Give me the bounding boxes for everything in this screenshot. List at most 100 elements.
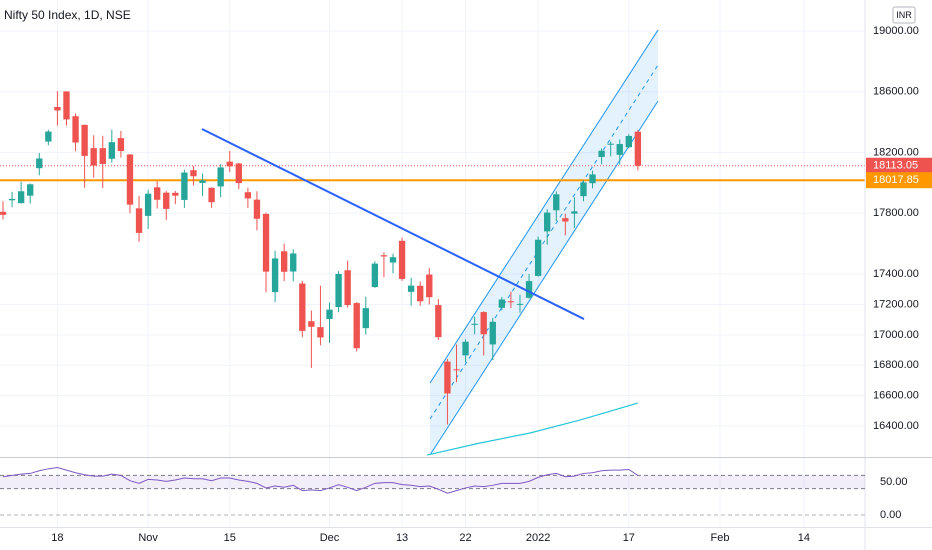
trendline (201, 128, 585, 320)
x-tick-label: Feb (710, 532, 729, 544)
candle-body (417, 285, 424, 302)
candle-body (553, 194, 560, 211)
x-tick-label: 18 (51, 532, 63, 544)
y-tick-label: 17000.00 (873, 329, 919, 341)
x-tick-label: 22 (459, 532, 471, 544)
candle-body (444, 361, 451, 394)
rsi-line (2, 466, 639, 494)
x-tick-label: 13 (396, 532, 408, 544)
candle-body (308, 321, 315, 327)
candle-body (534, 239, 542, 276)
candle-body (471, 323, 478, 325)
x-tick-label: Nov (138, 532, 158, 544)
candle-body (253, 199, 261, 219)
candle-body (99, 148, 106, 164)
candle-body (317, 327, 324, 338)
candle-body (598, 150, 605, 157)
channel-upper (429, 29, 659, 384)
candle-body (453, 369, 460, 371)
x-tick-label: Dec (320, 532, 340, 544)
x-tick-label: 15 (224, 532, 236, 544)
candle-body (435, 305, 442, 338)
candle-body (244, 192, 252, 199)
candle-body (616, 144, 623, 155)
candle-body (571, 211, 578, 214)
candle-body (181, 172, 188, 200)
candle-body (362, 308, 369, 329)
candle-body (235, 163, 242, 184)
x-tick-label: 14 (798, 532, 810, 544)
y-tick-label: 16400.00 (873, 420, 919, 432)
candle-body (262, 213, 270, 272)
y-tick-label: 18600.00 (873, 86, 919, 98)
candle-body (199, 180, 206, 183)
y-tick-label: 19000.00 (873, 25, 919, 37)
price-label-box (866, 157, 932, 174)
candle-body (27, 184, 34, 196)
candle-body (290, 253, 297, 272)
candle-body (344, 270, 351, 306)
candle-body (81, 124, 88, 156)
price-label: 18017.85 (873, 174, 919, 186)
currency-box[interactable] (892, 6, 916, 24)
candle-body (498, 299, 506, 308)
y-tick-label: 18200.00 (873, 146, 919, 158)
candle-body (544, 212, 551, 232)
candle-body (525, 281, 533, 298)
y-tick-label: 17200.00 (873, 298, 919, 310)
candle-body (163, 192, 170, 209)
candle-body (407, 285, 415, 292)
candle-body (226, 161, 233, 167)
candle-body (108, 142, 116, 159)
candle-body (335, 273, 342, 308)
candle-body (126, 154, 134, 205)
y-tick-label: 16600.00 (873, 390, 919, 402)
candle-body (507, 301, 515, 303)
rsi-tick-label: 0.00 (880, 509, 901, 521)
y-tick-label: 17800.00 (873, 207, 919, 219)
rsi-band (0, 475, 865, 489)
currency: INR (896, 10, 912, 20)
y-tick-label: 16800.00 (873, 359, 919, 371)
candle-body (217, 167, 224, 187)
candle-body (389, 257, 397, 263)
x-tick-label: 17 (623, 532, 635, 544)
candle-body (54, 106, 61, 111)
candle-body (17, 191, 25, 204)
candle-body (154, 187, 161, 200)
y-tick-label: 17400.00 (873, 268, 919, 280)
chart-title: Nifty 50 Index, 1D, NSE (4, 8, 131, 22)
candle-body (353, 303, 360, 349)
candle-body (489, 321, 496, 345)
candle-body (380, 255, 388, 257)
candle-body (90, 148, 97, 166)
candle-body (8, 198, 16, 201)
candle-body (280, 251, 288, 272)
candle-body (634, 131, 642, 166)
price-label-box (866, 172, 932, 189)
candle-body (144, 193, 152, 216)
candle-body (580, 182, 587, 197)
candle-body (190, 170, 197, 177)
rsi-tick-label: 50.00 (880, 476, 908, 488)
candle-body (426, 274, 433, 298)
candle-body (625, 135, 632, 148)
candle-body (45, 131, 52, 142)
candle-body (36, 158, 43, 169)
candle-body (371, 263, 379, 287)
candle-body (63, 91, 70, 120)
candle-body (589, 174, 596, 184)
candle-body (72, 116, 79, 143)
candle-body (480, 312, 487, 335)
candle-body (135, 208, 143, 233)
candle-body (326, 309, 333, 320)
moving-average (426, 402, 639, 456)
candle-body (117, 138, 125, 152)
candle-body (172, 192, 179, 196)
x-tick-label: 2022 (526, 532, 550, 544)
candle-body (607, 143, 614, 145)
candle-body (271, 258, 279, 293)
candle-body (516, 303, 524, 305)
candle-body (208, 187, 215, 203)
